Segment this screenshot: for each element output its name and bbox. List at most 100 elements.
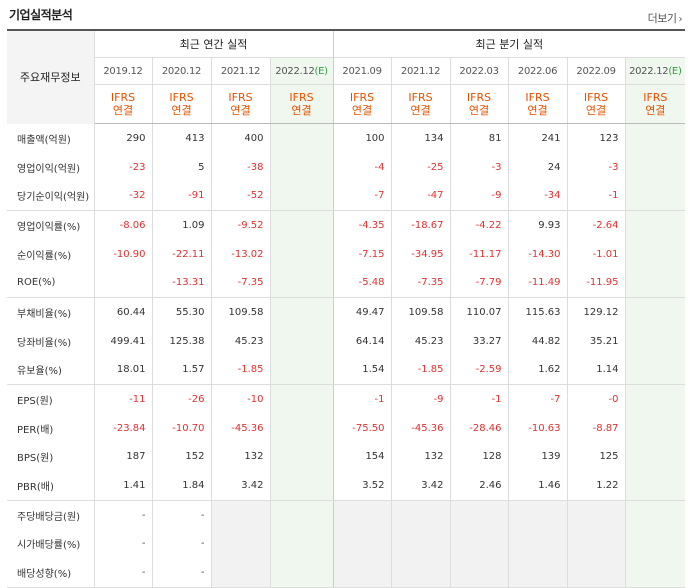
quarter-value: 3.42 xyxy=(390,471,451,501)
basis-scope: 연결 xyxy=(645,104,666,117)
quarter-value xyxy=(507,500,568,530)
annual-value: 152 xyxy=(151,442,211,472)
table-row: EPS(원) -11 -26 -10 -1 -9 -1 -7 -0 xyxy=(7,384,686,414)
more-link[interactable]: 더보기 › xyxy=(648,10,683,26)
quarter-value xyxy=(624,239,686,269)
quarter-value: 1.46 xyxy=(507,471,568,501)
quarter-value: -8.87 xyxy=(566,413,626,443)
annual-value: -11 xyxy=(129,394,146,406)
quarter-value: -11.49 xyxy=(507,268,568,299)
basis-standard: IFRS xyxy=(466,91,492,104)
header-group-row: 주요재무정보 최근 연간 실적 최근 분기 실적 xyxy=(7,29,686,124)
quarter-value xyxy=(624,152,686,182)
basis-standard: IFRS xyxy=(228,91,253,104)
annual-value xyxy=(210,529,270,559)
quarter-value xyxy=(390,558,451,588)
table-row: 영업이익률(%) -8.06 1.09 -9.52 -4.35 -18.67 -4.22 9.… xyxy=(7,210,686,240)
quarter-value: -14.30 xyxy=(507,239,568,269)
quarter-value: -28.46 xyxy=(449,413,509,443)
basis-cell: IFRS 연결 xyxy=(151,84,211,124)
quarter-value: -11.95 xyxy=(566,268,626,299)
quarter-group-label: 최근 분기 실적 xyxy=(332,29,686,58)
annual-value: 499.41 xyxy=(110,335,146,347)
quarter-value: 1.14 xyxy=(566,355,626,386)
basis-scope: 연결 xyxy=(527,104,548,117)
basis-scope: 연결 xyxy=(585,104,607,117)
quarter-value: 3.52 xyxy=(332,471,392,501)
annual-value: 125.38 xyxy=(151,326,211,356)
quarter-value xyxy=(332,500,392,530)
annual-value: 1.57 xyxy=(151,355,211,386)
quarter-value xyxy=(624,442,686,472)
annual-value xyxy=(269,210,334,240)
annual-group-label: 최근 연간 실적 xyxy=(94,29,334,58)
row-label: 당기순이익(억원) xyxy=(7,181,95,212)
annual-value: -13.31 xyxy=(151,268,211,299)
basis-cell: IFRS 연결 xyxy=(449,84,509,124)
quarter-value xyxy=(624,384,686,414)
annual-value xyxy=(210,558,270,588)
annual-value: -22.11 xyxy=(151,239,211,269)
basis-cell: IFRS 연결 xyxy=(390,84,451,124)
quarter-value: 115.63 xyxy=(507,297,568,327)
quarter-value: -25 xyxy=(390,152,451,182)
annual-value xyxy=(269,326,334,356)
period-label: 2022.03 xyxy=(459,65,499,77)
period-label: 2022.12 xyxy=(275,65,315,77)
quarter-value: -9 xyxy=(449,181,509,212)
quarter-value xyxy=(624,123,686,153)
row-label: ROE(%) xyxy=(7,268,95,299)
annual-value: 290 xyxy=(126,132,146,144)
quarter-period: 2022.06 xyxy=(507,57,568,85)
quarter-value: -5.48 xyxy=(332,268,392,299)
annual-value xyxy=(269,442,334,472)
quarter-value: -34.95 xyxy=(390,239,451,269)
table-row: PBR(배) 1.41 1.84 3.42 3.52 3.42 2.46 1.46 1.22 xyxy=(7,471,686,501)
quarter-value xyxy=(624,181,686,212)
quarter-value: -10.63 xyxy=(507,413,568,443)
annual-value: 132 xyxy=(210,442,270,472)
quarter-value: 49.47 xyxy=(332,297,392,327)
annual-value xyxy=(269,239,334,269)
annual-value xyxy=(269,384,334,414)
annual-value: -23.84 xyxy=(113,422,146,434)
annual-period: 2021.12 xyxy=(210,57,270,85)
row-header-label: 주요재무정보 xyxy=(7,29,95,124)
quarter-value xyxy=(624,268,686,299)
quarter-value xyxy=(624,355,686,386)
table-row: ROE(%) -13.31 -7.35 -5.48 -7.35 -7.79 -11.49 -1… xyxy=(7,268,686,299)
quarter-value: -7.35 xyxy=(390,268,451,299)
estimate-marker: (E) xyxy=(668,65,682,77)
annual-value: - xyxy=(151,529,211,559)
row-label: 시가배당률(%) xyxy=(7,529,95,559)
quarter-value: 24 xyxy=(507,152,568,182)
annual-value xyxy=(269,471,334,501)
table-row: 부채비율(%) 60.44 55.30 109.58 49.47 109.58 110.07… xyxy=(7,297,686,327)
basis-scope: 연결 xyxy=(410,104,431,117)
annual-value xyxy=(269,355,334,386)
annual-value: - xyxy=(151,500,211,530)
row-label: PBR(배) xyxy=(7,471,95,501)
period-label: 2021.09 xyxy=(342,65,382,77)
quarter-value: -4.35 xyxy=(332,210,392,240)
annual-period: 2022.12(E) xyxy=(269,57,334,85)
quarter-value: 33.27 xyxy=(449,326,509,356)
annual-value: -8.06 xyxy=(119,219,146,231)
row-label: EPS(원) xyxy=(7,384,95,414)
annual-value: - xyxy=(151,558,211,588)
annual-value xyxy=(269,297,334,327)
annual-value xyxy=(269,181,334,212)
financial-table: 주요재무정보 최근 연간 실적 최근 분기 실적 2019.12 2020.12 2021… xyxy=(7,29,686,588)
annual-value: 1.41 xyxy=(94,471,152,501)
table-row: 매출액(억원) 290 413 400 100 134 81 241 123 xyxy=(7,123,686,153)
annual-value: - xyxy=(141,509,146,521)
basis-standard: IFRS xyxy=(289,91,314,104)
annual-value: -10 xyxy=(210,384,270,414)
quarter-value: 110.07 xyxy=(449,297,509,327)
annual-value xyxy=(269,500,334,530)
quarter-value: 154 xyxy=(332,442,392,472)
quarter-value: 35.21 xyxy=(566,326,626,356)
basis-cell: IFRS 연결 xyxy=(566,84,626,124)
quarter-value: 109.58 xyxy=(390,297,451,327)
table-row: 영업이익(억원) -23 5 -38 -4 -25 -3 24 -3 xyxy=(7,152,686,182)
